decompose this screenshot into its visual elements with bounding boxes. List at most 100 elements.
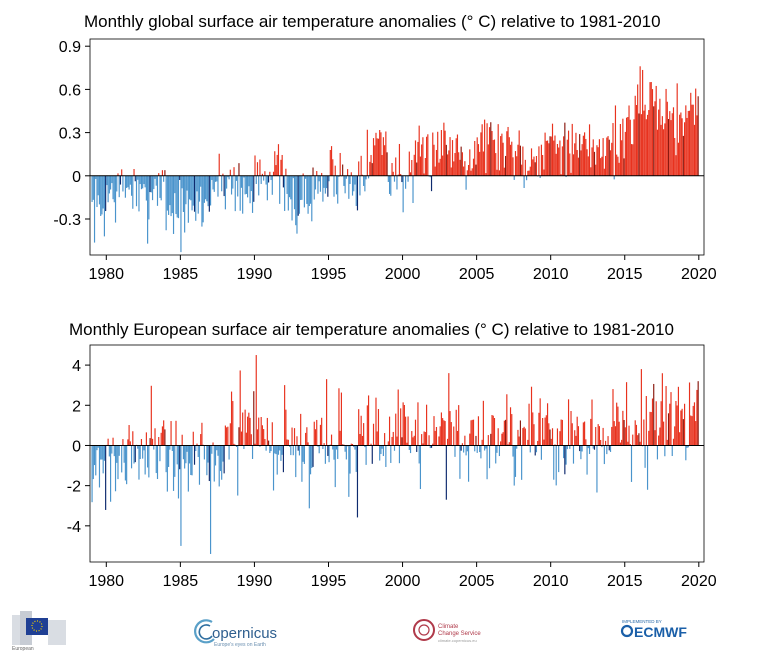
bar [243,175,245,178]
bar [633,119,635,176]
bar [134,175,136,182]
bar [584,132,586,176]
bar [484,119,486,176]
bar [110,445,112,502]
bar [646,445,649,490]
bar [517,429,519,446]
bar [618,421,620,446]
svg-text:ECMWF: ECMWF [634,624,687,640]
bar [622,118,624,176]
bar [274,151,276,176]
bar [348,175,350,199]
bar [480,132,482,176]
bar [226,427,228,446]
bar [630,445,633,482]
bar [385,131,387,176]
bar [371,163,373,176]
bar [269,445,271,454]
bar [458,405,460,446]
bar [409,445,412,454]
bar [158,173,160,176]
bar [679,114,681,176]
bar [502,142,504,176]
bar [380,132,382,176]
bar [467,445,470,482]
bar [326,175,328,189]
bar [293,175,296,210]
bar [358,409,360,446]
bar [581,144,583,176]
bar [174,445,176,477]
bar [648,110,650,176]
bar [488,127,491,176]
bar [413,435,415,446]
bar [98,445,101,488]
bar [408,151,410,176]
bar [598,426,600,446]
bar [301,445,303,482]
bar [166,445,168,492]
bar [692,104,694,176]
bar [228,175,230,180]
bar [145,175,147,201]
x-tick-label: 2005 [459,573,495,590]
x-tick-label: 2020 [681,266,717,283]
bar [354,175,356,185]
bar [446,154,449,176]
bar [411,159,413,176]
ecmwf-logo: IMPLEMENTED BY ECMWF [620,619,687,640]
svg-text:Change Service: Change Service [438,631,481,637]
bar [596,145,598,176]
bar [129,175,131,185]
bar [134,445,136,463]
y-tick-label: 0.9 [59,39,81,56]
bar [400,408,402,446]
bar [460,146,462,176]
bar [266,175,268,201]
bar [532,159,534,176]
bar [366,405,368,446]
bar [611,426,613,446]
bar [492,415,494,446]
bar [253,391,255,446]
bar [423,431,425,446]
bar [230,391,233,446]
bar [687,110,689,176]
bar [450,167,452,176]
bar [675,401,677,446]
bar [195,445,197,451]
bar [285,168,287,176]
bar [228,445,230,460]
bar [645,396,647,446]
bar [418,445,420,464]
bar [449,411,451,446]
bar [244,409,246,446]
bar [505,419,507,446]
bar [360,415,362,446]
bar [390,175,392,196]
bar [153,175,155,190]
bar [193,175,196,212]
bar [516,445,518,449]
bar [469,149,471,176]
bar [540,144,542,176]
bar [116,175,118,192]
bar [184,445,186,469]
bar [177,445,180,499]
bar [660,124,662,176]
bar [400,173,402,176]
bar [190,175,192,201]
bar [233,167,235,176]
bar [321,172,323,176]
bar [256,429,259,446]
bar [216,445,218,451]
bar [277,445,280,455]
bar [282,445,284,473]
bar [606,137,608,176]
x-tick-label: 2000 [385,266,421,283]
bar [493,139,496,176]
bar [311,445,313,469]
bar [533,156,535,176]
bar [145,432,147,446]
bar [572,445,575,464]
